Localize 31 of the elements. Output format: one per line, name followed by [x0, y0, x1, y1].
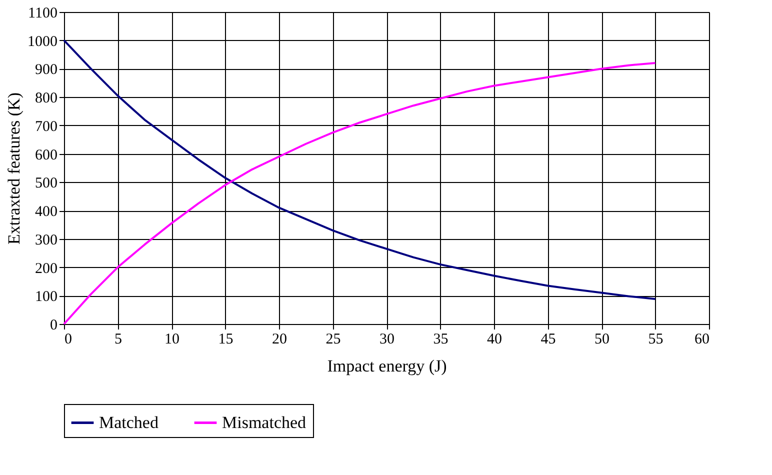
x-tick-label: 5	[114, 332, 122, 348]
y-tick-label: 500	[35, 176, 58, 192]
y-tick-label: 1000	[28, 34, 58, 50]
x-tick-label: 55	[648, 332, 664, 348]
x-tick-label: 10	[164, 332, 180, 348]
y-tick-label: 100	[35, 289, 58, 306]
x-tick-label: 15	[218, 332, 234, 348]
y-tick-label: 1100	[28, 6, 58, 22]
y-tick-label: 0	[50, 318, 58, 334]
x-tick-label: 25	[326, 332, 341, 348]
y-axis-title: Extraxted features (K)	[4, 92, 24, 244]
y-tick-label: 800	[35, 90, 58, 107]
x-tick-label: 0	[64, 332, 72, 348]
y-tick-label: 300	[35, 232, 58, 248]
x-tick-label: 35	[433, 332, 448, 348]
legend-label: Mismatched	[222, 412, 307, 432]
x-tick-label: 45	[540, 332, 556, 348]
legend-label: Matched	[99, 412, 159, 432]
y-tick-label: 700	[35, 118, 58, 135]
x-tick-label: 60	[694, 332, 710, 348]
y-tick-label: 600	[35, 147, 58, 164]
y-tick-label: 400	[35, 204, 58, 220]
line-series	[63, 62, 656, 325]
y-tick-label: 900	[35, 62, 58, 78]
y-tick-label: 200	[35, 260, 58, 277]
x-tick-label: 40	[487, 332, 502, 348]
x-tick-label: 50	[594, 332, 610, 348]
line-series	[63, 39, 656, 300]
x-tick-label: 20	[272, 332, 287, 348]
x-axis-title: Impact energy (J)	[327, 356, 447, 376]
x-tick-label: 30	[380, 332, 394, 348]
